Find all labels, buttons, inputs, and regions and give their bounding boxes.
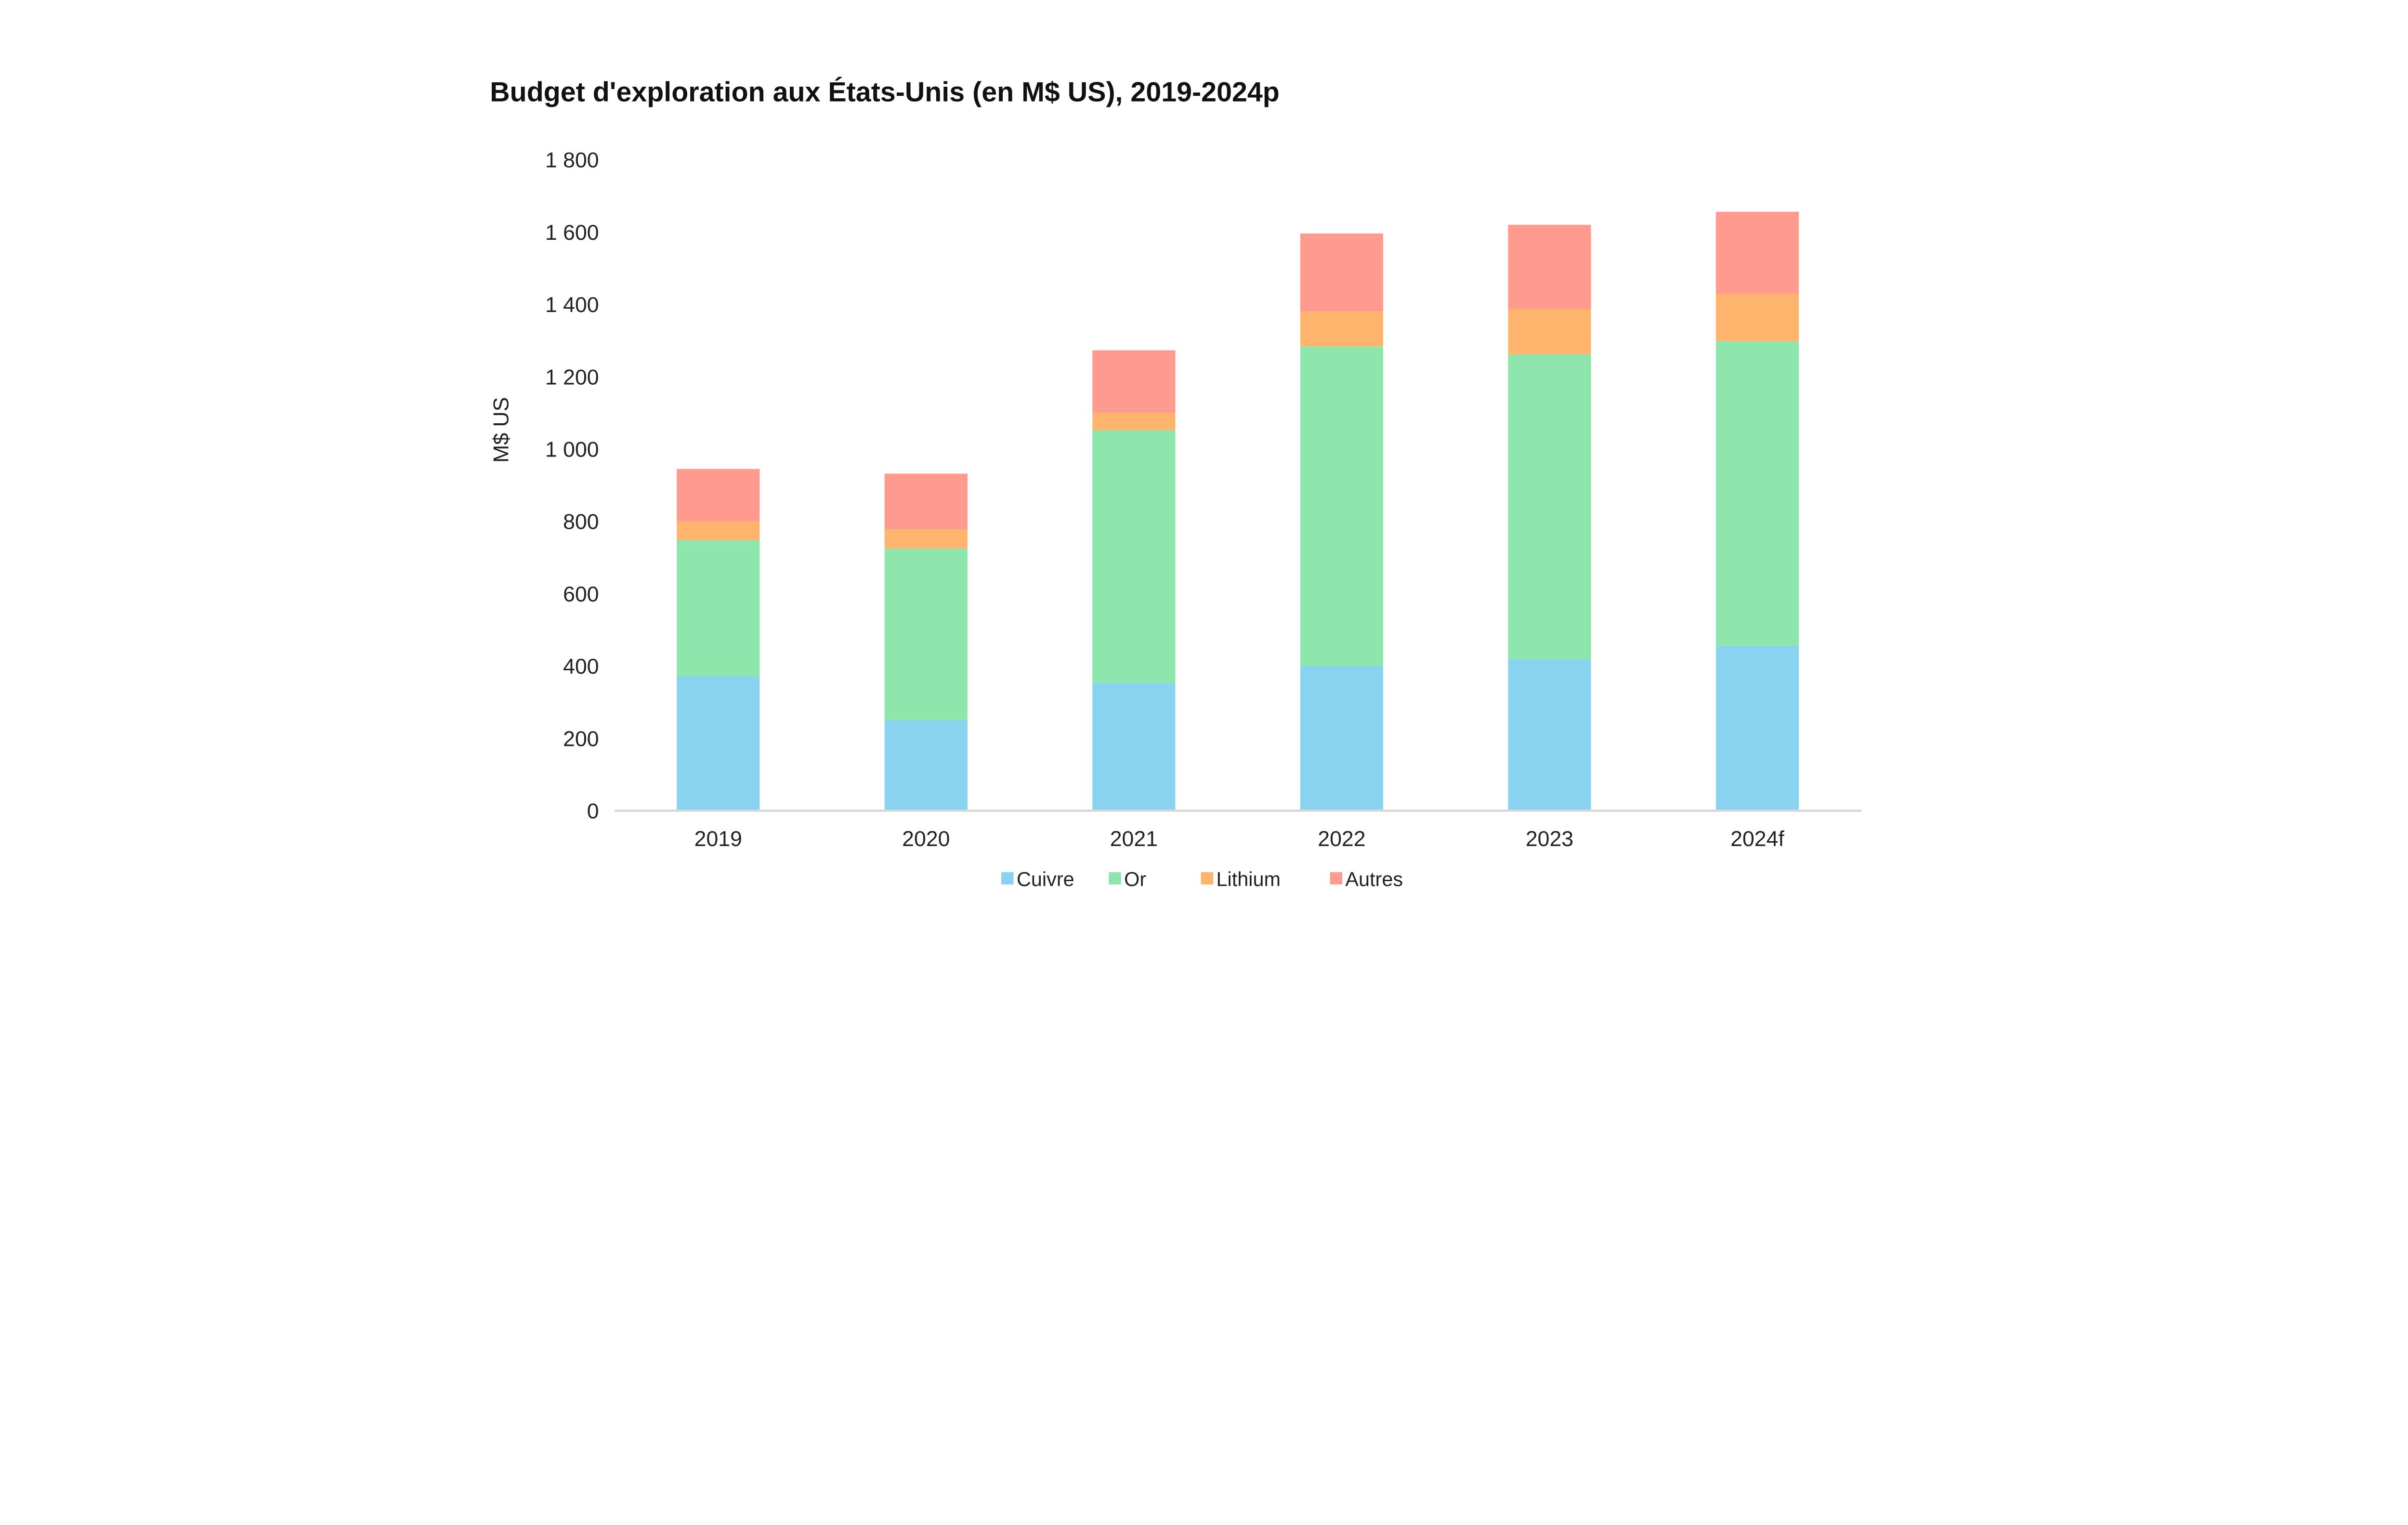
- bar-segment-or-2019: [677, 540, 760, 677]
- x-tick-label: 2024f: [1730, 827, 1784, 851]
- bar-segment-cuivre-2022: [1300, 665, 1384, 811]
- y-tick-label: 1 200: [545, 365, 599, 389]
- bar-segment-cuivre-2024f: [1715, 646, 1799, 811]
- bar-segment-or-2023: [1508, 354, 1591, 659]
- bar-segment-or-2020: [884, 548, 968, 720]
- y-tick-label: 400: [563, 655, 599, 678]
- bars: [677, 211, 1799, 811]
- legend-label-lithium: Lithium: [1217, 868, 1281, 890]
- bar-segment-lithium-2022: [1300, 311, 1384, 347]
- y-tick-label: 800: [563, 510, 599, 534]
- bar-segment-autres-2024f: [1715, 211, 1799, 294]
- bar-segment-lithium-2019: [677, 521, 760, 540]
- y-tick-label: 1 000: [545, 438, 599, 461]
- bar-segment-autres-2023: [1508, 224, 1591, 309]
- legend-label-or: Or: [1124, 868, 1146, 890]
- bar-segment-lithium-2023: [1508, 309, 1591, 354]
- y-axis: 0 200 400 600 800 1 000 1 200 1 400 1 600 1 800: [545, 149, 599, 823]
- x-tick-label: 2021: [1110, 827, 1158, 851]
- bar-segment-autres-2020: [884, 473, 968, 530]
- bar-segment-or-2022: [1300, 346, 1384, 666]
- y-tick-label: 1 600: [545, 221, 599, 245]
- bar-segment-cuivre-2023: [1508, 659, 1591, 811]
- bar-segment-lithium-2021: [1092, 413, 1176, 430]
- stacked-bar-chart: Budget d'exploration aux États-Unis (en …: [489, 77, 1861, 890]
- legend-swatch-cuivre: [1001, 872, 1014, 885]
- y-axis-label: M$ US: [489, 397, 513, 463]
- y-tick-label: 1 400: [545, 293, 599, 317]
- bar-segment-cuivre-2020: [884, 720, 968, 811]
- bar-segment-cuivre-2021: [1092, 683, 1176, 811]
- legend-label-autres: Autres: [1345, 868, 1403, 890]
- x-tick-label: 2019: [694, 827, 742, 851]
- y-tick-label: 1 800: [545, 149, 599, 172]
- bar-segment-cuivre-2019: [677, 676, 760, 811]
- x-axis: 2019 2020 2021 2022 2023 2024f: [694, 827, 1785, 851]
- bar-segment-lithium-2020: [884, 529, 968, 549]
- bar-segment-or-2024f: [1715, 341, 1799, 646]
- legend: Cuivre Or Lithium Autres: [1001, 868, 1403, 890]
- legend-swatch-lithium: [1201, 872, 1214, 885]
- bar-segment-autres-2022: [1300, 233, 1384, 312]
- bar-segment-autres-2021: [1092, 350, 1176, 413]
- x-tick-label: 2022: [1318, 827, 1365, 851]
- chart-title: Budget d'exploration aux États-Unis (en …: [490, 77, 1280, 107]
- x-tick-label: 2020: [902, 827, 950, 851]
- bar-segment-autres-2019: [677, 469, 760, 521]
- bar-segment-or-2021: [1092, 430, 1176, 683]
- x-tick-label: 2023: [1526, 827, 1573, 851]
- legend-swatch-or: [1109, 872, 1121, 885]
- y-tick-label: 200: [563, 727, 599, 751]
- bar-segment-lithium-2024f: [1715, 293, 1799, 341]
- y-tick-label: 0: [587, 800, 599, 823]
- y-tick-label: 600: [563, 583, 599, 606]
- legend-label-cuivre: Cuivre: [1017, 868, 1074, 890]
- legend-swatch-autres: [1330, 872, 1342, 885]
